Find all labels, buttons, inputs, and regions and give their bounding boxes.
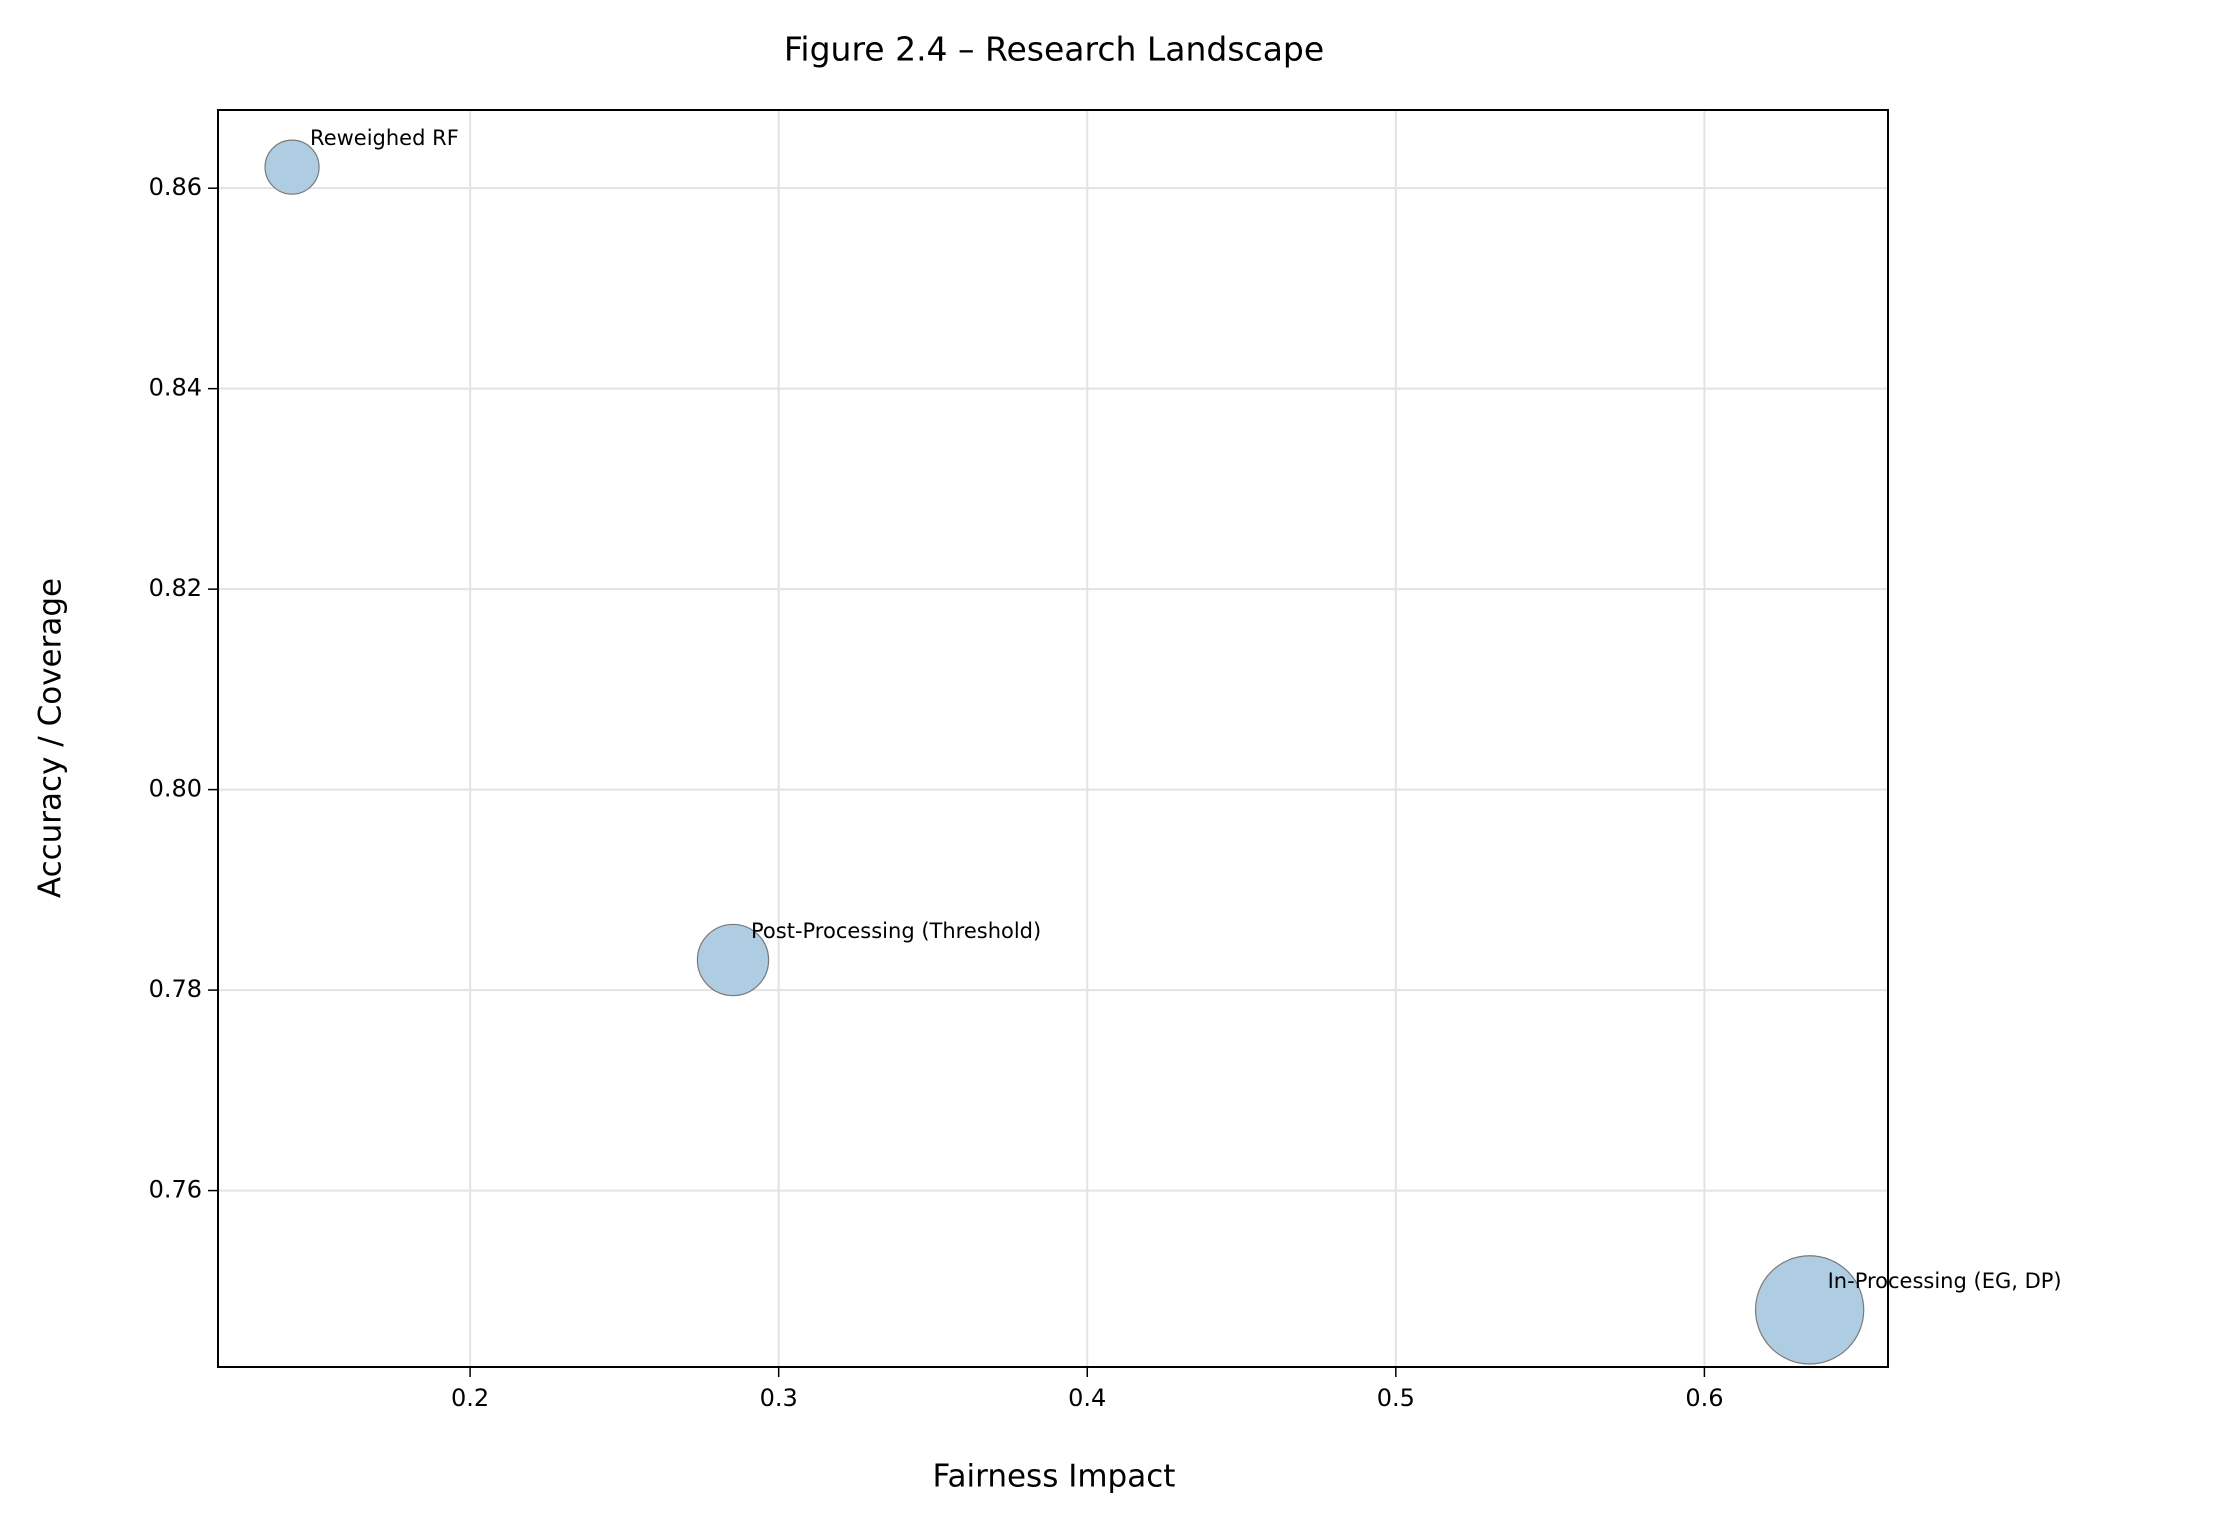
y-tick-label: 0.76 <box>149 1176 202 1204</box>
y-tick-label: 0.86 <box>149 173 202 201</box>
y-tick-label: 0.84 <box>149 374 202 402</box>
x-tick-label: 0.6 <box>1685 1384 1723 1412</box>
y-tick-label: 0.82 <box>149 574 202 602</box>
y-tick-label: 0.80 <box>149 775 202 803</box>
y-axis-label: Accuracy / Coverage <box>33 578 69 898</box>
bubble <box>696 923 770 997</box>
point-label: Reweighed RF <box>310 126 459 150</box>
chart-title: Figure 2.4 – Research Landscape <box>784 30 1324 69</box>
point-label: Post-Processing (Threshold) <box>751 919 1041 943</box>
x-tick-label: 0.4 <box>1068 1384 1106 1412</box>
bubble <box>264 139 320 195</box>
x-tick-label: 0.3 <box>760 1384 798 1412</box>
x-axis-label: Fairness Impact <box>933 1459 1176 1495</box>
x-tick-label: 0.2 <box>451 1384 489 1412</box>
bubble <box>1754 1255 1865 1365</box>
plot-frame <box>217 109 1889 1368</box>
x-tick-label: 0.5 <box>1377 1384 1415 1412</box>
y-tick-label: 0.78 <box>149 975 202 1003</box>
point-label: In-Processing (EG, DP) <box>1828 1269 2062 1293</box>
